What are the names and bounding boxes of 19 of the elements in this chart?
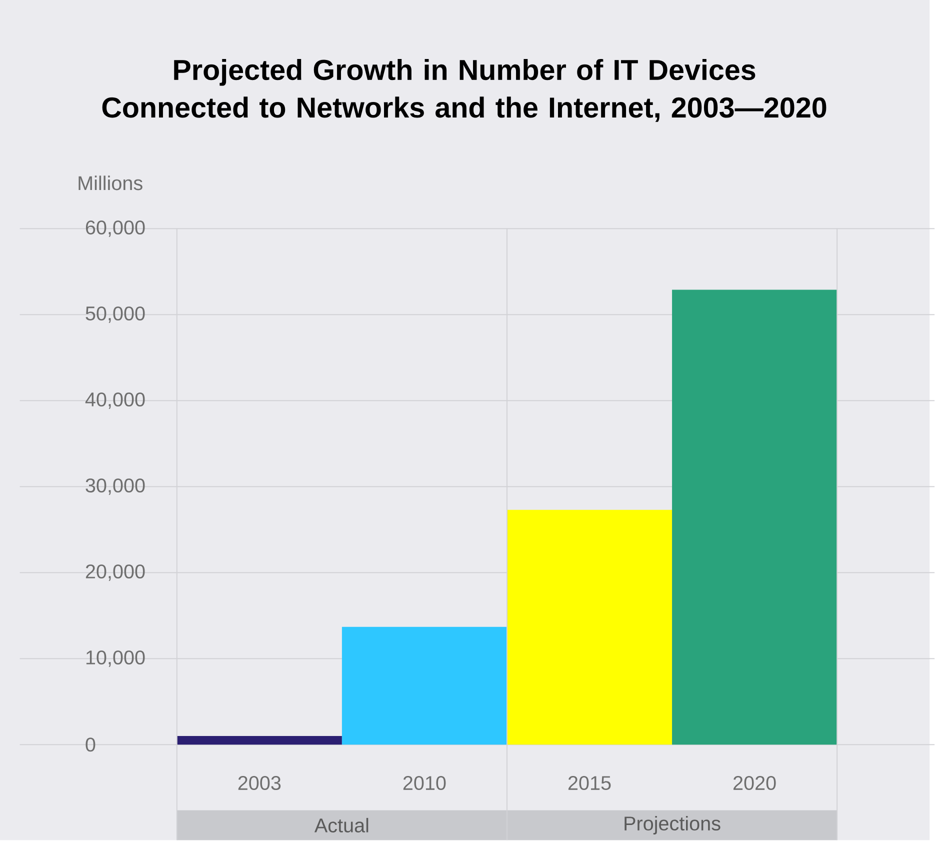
- y-tick-label: 60,000: [86, 220, 145, 238]
- bar: [342, 627, 507, 745]
- x-tick-label: 2020: [734, 776, 776, 790]
- y-tick-label: 10,000: [86, 650, 145, 668]
- y-axis-title: Millions: [78, 176, 142, 190]
- text: Projections: [624, 816, 720, 835]
- y-tick-label: 50,000: [86, 306, 145, 324]
- y-tick-label: 30,000: [86, 478, 145, 496]
- bar: [672, 290, 838, 745]
- bar: [176, 736, 342, 745]
- x-tick-label: 2010: [403, 776, 446, 790]
- y-tick-label: 20,000: [86, 564, 145, 582]
- chart-title: Projected Growth in Number of IT Devices Connected to Networks and the Internet, 2003—2020: [102, 59, 826, 122]
- x-tick-label: 2003: [238, 776, 281, 790]
- bar: [506, 510, 672, 745]
- x-tick-label: 2015: [568, 776, 611, 790]
- text: Actual: [314, 818, 368, 833]
- y-tick-label: 0: [86, 738, 96, 752]
- y-tick-label: 40,000: [85, 392, 145, 410]
